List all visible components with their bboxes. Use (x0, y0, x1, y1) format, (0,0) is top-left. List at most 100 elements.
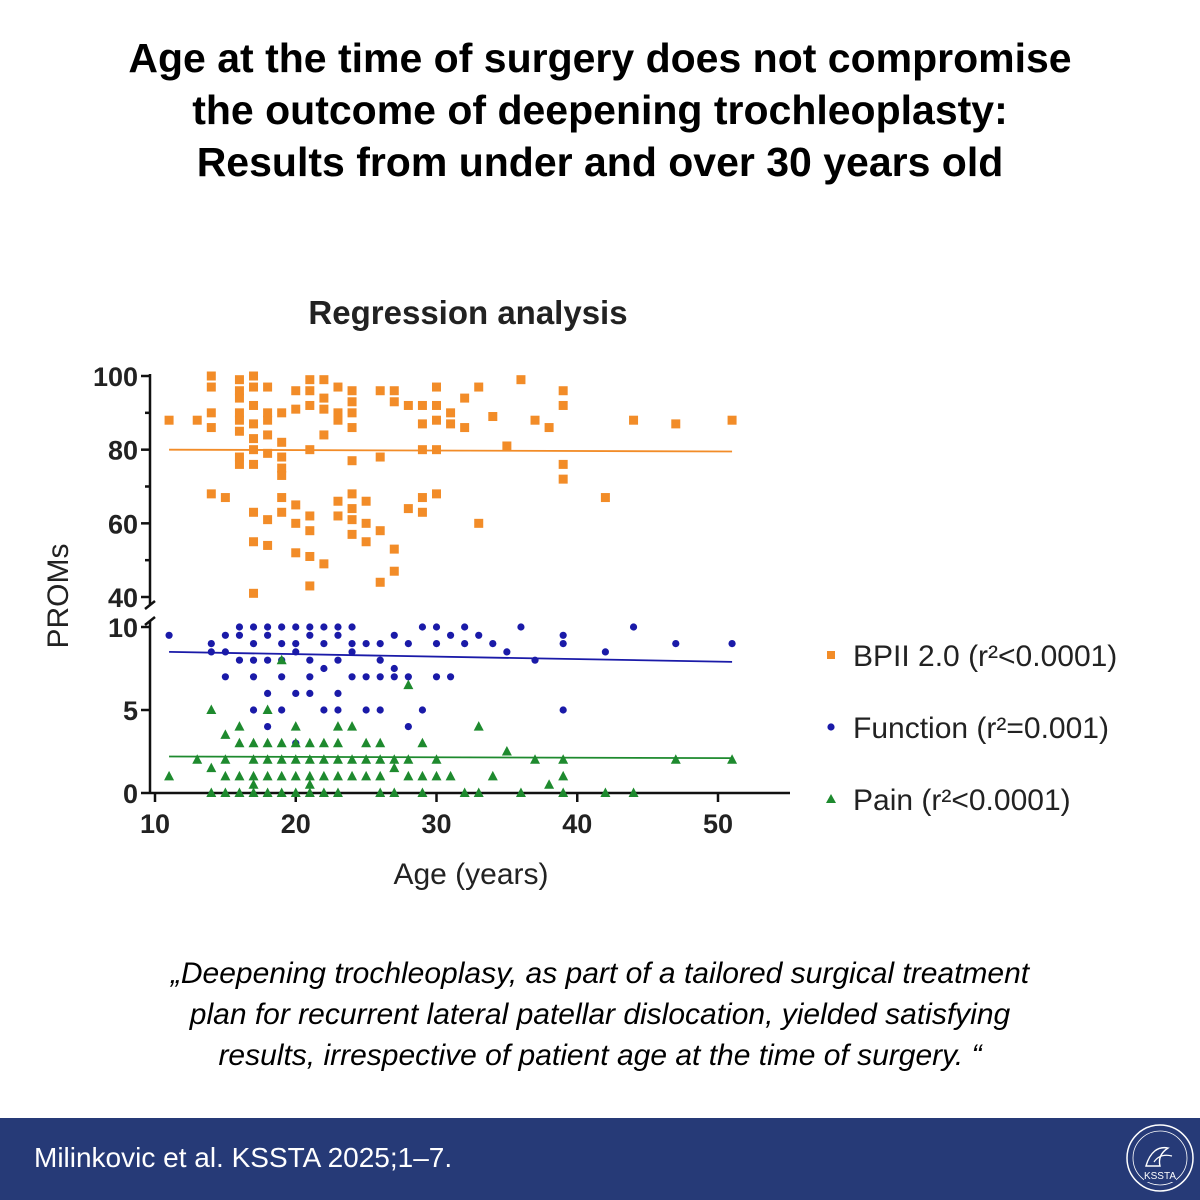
data-point-bpii-2-0 (164, 415, 174, 425)
data-point-bpii-2-0 (488, 412, 498, 422)
data-point-pain (290, 787, 301, 797)
data-point-bpii-2-0 (347, 504, 357, 514)
data-point-function (221, 631, 229, 639)
data-point-pain (347, 754, 358, 764)
data-point-bpii-2-0 (389, 544, 399, 554)
data-point-bpii-2-0 (249, 507, 259, 517)
data-point-bpii-2-0 (432, 382, 441, 392)
data-point-pain (375, 787, 386, 797)
y-tick-label-lower: 10 (108, 613, 138, 643)
data-point-function (249, 706, 258, 714)
data-point-bpii-2-0 (220, 493, 230, 503)
data-point-bpii-2-0 (305, 400, 315, 410)
data-point-function (362, 673, 370, 681)
data-point-bpii-2-0 (234, 393, 244, 403)
data-point-pain (276, 754, 287, 764)
data-point-bpii-2-0 (305, 551, 315, 561)
data-point-function (292, 623, 300, 631)
legend-marker-pain (826, 794, 836, 803)
data-point-bpii-2-0 (249, 371, 259, 381)
data-point-pain (248, 770, 259, 781)
data-point-pain (318, 754, 329, 764)
data-point-pain (417, 787, 428, 797)
data-point-bpii-2-0 (206, 408, 216, 418)
data-point-pain (347, 721, 358, 731)
data-point-bpii-2-0 (263, 448, 273, 458)
data-point-bpii-2-0 (389, 566, 399, 576)
data-point-bpii-2-0 (417, 400, 427, 410)
data-point-function (207, 640, 215, 648)
regression-chart: Regression analysis 10 20 30 40 50 40 60 80 100 0 5… (42, 294, 1117, 891)
data-point-pain (628, 787, 639, 797)
data-point-bpii-2-0 (263, 382, 273, 392)
data-point-bpii-2-0 (375, 386, 385, 396)
data-point-bpii-2-0 (432, 489, 441, 499)
data-point-pain (558, 754, 569, 764)
data-point-function (432, 623, 441, 631)
data-point-function (306, 631, 314, 639)
data-point-pain (375, 737, 386, 748)
data-point-function (221, 673, 229, 681)
data-point-bpii-2-0 (333, 496, 343, 506)
data-point-pain (276, 787, 287, 797)
data-point-pain (248, 779, 259, 789)
data-point-function (334, 623, 342, 631)
headline: Age at the time of surgery does not comp… (0, 32, 1200, 188)
data-point-bpii-2-0 (600, 493, 610, 503)
legend-marker-bpii-2-0 (827, 651, 835, 659)
axis-break-mark (144, 600, 156, 610)
data-point-function (404, 723, 412, 731)
legend-label-function: Function (r²=0.001) (853, 712, 1109, 745)
data-point-pain (220, 770, 231, 781)
data-point-bpii-2-0 (389, 397, 399, 407)
data-point-pain (164, 770, 175, 781)
data-point-pain (290, 770, 301, 781)
data-point-function (264, 623, 272, 631)
data-point-pain (487, 770, 498, 781)
data-point-function (489, 640, 497, 648)
data-point-bpii-2-0 (474, 382, 484, 392)
data-point-bpii-2-0 (234, 375, 244, 385)
y-tick-label-lower: 5 (123, 696, 138, 726)
data-point-function (320, 706, 328, 714)
data-point-bpii-2-0 (558, 459, 568, 469)
axis-break-mark (144, 616, 156, 626)
data-point-function (503, 648, 511, 656)
data-point-bpii-2-0 (291, 500, 301, 510)
data-point-bpii-2-0 (361, 496, 371, 506)
data-point-pain (389, 754, 400, 764)
data-point-function (362, 706, 370, 714)
citation: Milinkovic et al. KSSTA 2025;1–7. (34, 1142, 453, 1173)
data-point-bpii-2-0 (558, 400, 568, 410)
data-point-bpii-2-0 (291, 548, 301, 558)
data-point-pain (375, 770, 386, 781)
data-point-pain (727, 754, 738, 764)
data-point-bpii-2-0 (417, 493, 427, 503)
x-tick-label: 20 (281, 809, 311, 839)
quote-line-2: plan for recurrent lateral patellar disl… (189, 998, 1011, 1031)
data-point-bpii-2-0 (319, 430, 329, 440)
data-point-bpii-2-0 (347, 456, 357, 466)
data-point-function (320, 623, 328, 631)
data-point-function (320, 664, 328, 673)
data-point-pain (220, 729, 231, 739)
data-point-bpii-2-0 (249, 537, 259, 547)
data-point-bpii-2-0 (249, 419, 259, 429)
data-point-function (334, 706, 342, 714)
data-point-bpii-2-0 (249, 382, 259, 392)
data-point-pain (276, 654, 287, 665)
y-tick-label-upper: 100 (93, 362, 138, 392)
data-point-pain (558, 787, 569, 797)
data-point-pain (361, 754, 372, 764)
data-point-pain (332, 770, 343, 781)
data-point-bpii-2-0 (417, 507, 427, 517)
data-point-pain (206, 704, 217, 714)
data-point-bpii-2-0 (305, 526, 315, 536)
data-point-function (320, 640, 328, 648)
data-point-pain (290, 754, 301, 764)
legend-label-bpii-2-0: BPII 2.0 (r²<0.0001) (853, 640, 1117, 673)
data-point-bpii-2-0 (319, 559, 329, 569)
data-point-pain (403, 754, 414, 764)
data-point-bpii-2-0 (432, 400, 441, 410)
data-point-pain (389, 762, 400, 773)
